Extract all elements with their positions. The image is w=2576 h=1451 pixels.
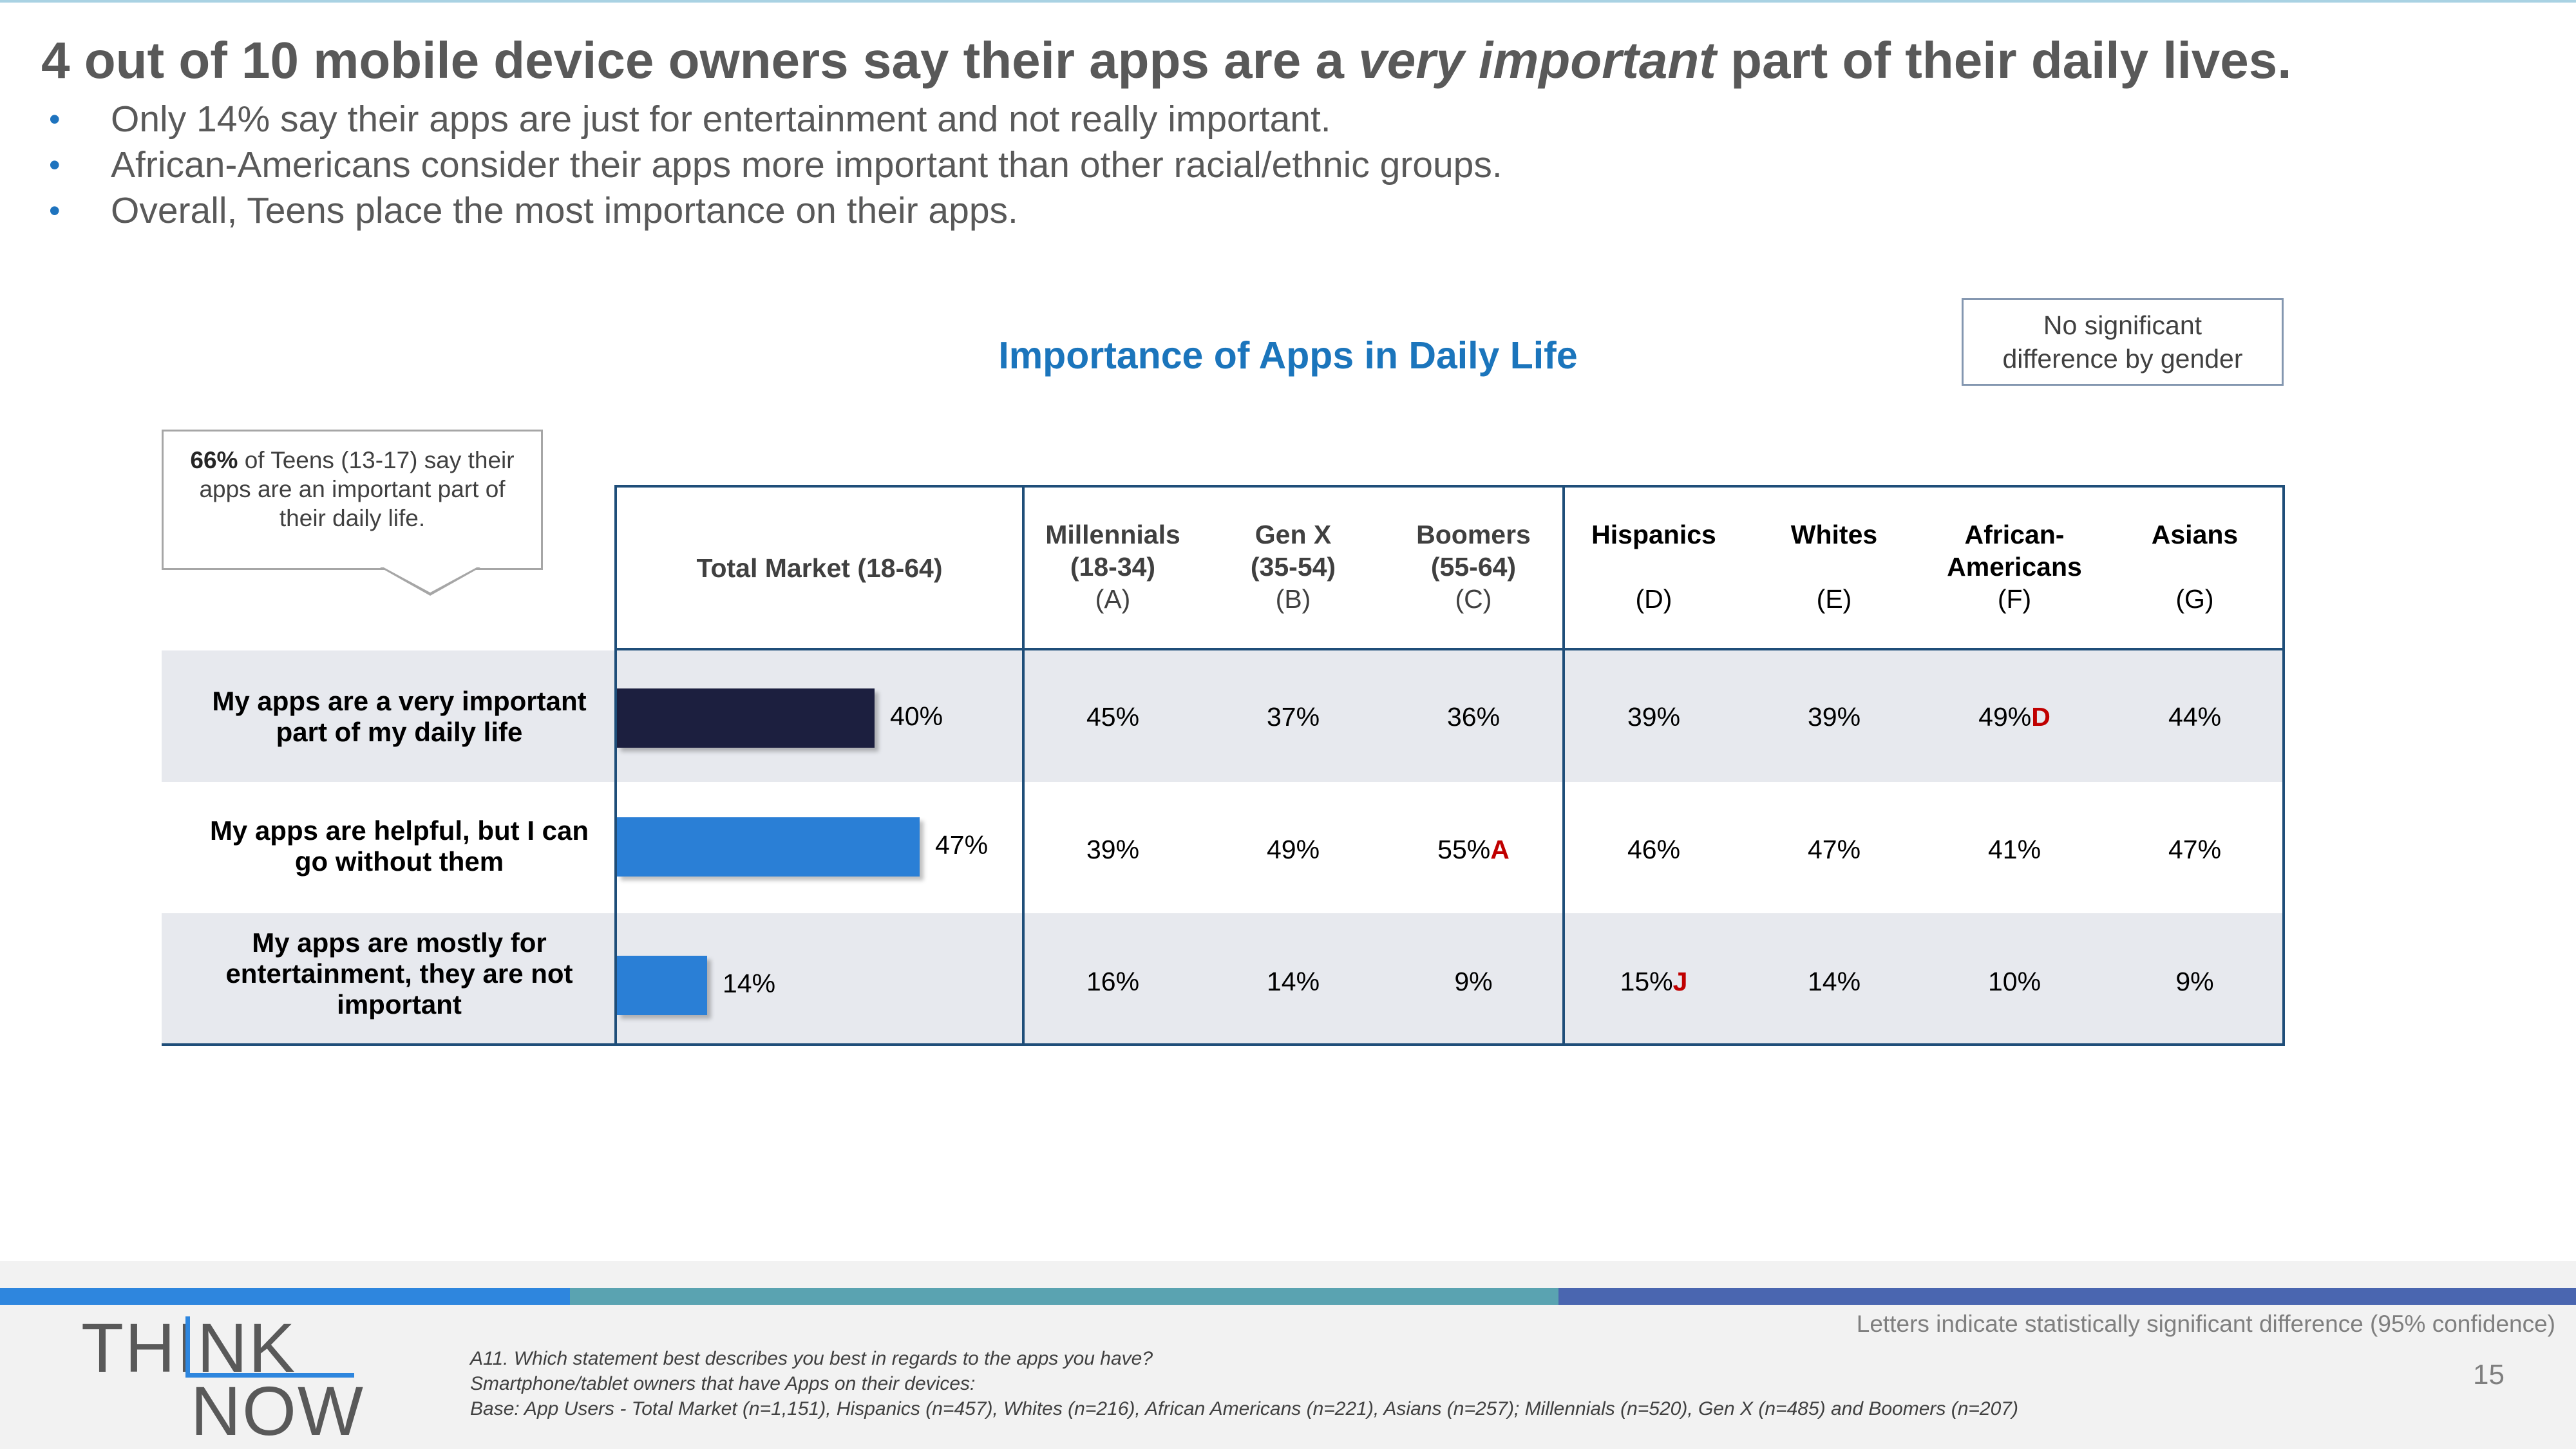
- header-boomers: Boomers (55-64) (C): [1416, 520, 1531, 614]
- page-title: 4 out of 10 mobile device owners say the…: [41, 32, 2292, 89]
- table-cell: 37%: [1266, 702, 1320, 732]
- table-cell: 39%: [1627, 702, 1681, 732]
- column-divider: [1022, 485, 1025, 1046]
- header-genx: Gen X (35-54) (B): [1250, 520, 1336, 614]
- footnotes: A11. Which statement best describes you …: [470, 1348, 2018, 1419]
- row-background: [162, 782, 2285, 913]
- header-whites: Whites (E): [1790, 520, 1878, 614]
- header-millennials: Millennials (18-34) (A): [1045, 520, 1180, 614]
- total-bar: [617, 956, 707, 1015]
- table-cell: 39%: [1807, 702, 1861, 732]
- header-asians: Asians (G): [2151, 520, 2239, 614]
- bar-value-label: 47%: [935, 830, 989, 860]
- row-label: My apps are a very important part of my d…: [212, 686, 587, 747]
- top-rule: [0, 0, 2576, 3]
- table-cell: 15%J: [1620, 967, 1688, 996]
- header-bottom-border: [614, 648, 2285, 650]
- logo-now: NOW: [191, 1372, 365, 1450]
- chart-title: Importance of Apps in Daily Life: [998, 334, 1578, 377]
- row-label: My apps are helpful, but I can go without…: [209, 815, 589, 877]
- table-cell: 9%: [1454, 967, 1493, 996]
- table-cell: 36%: [1446, 702, 1501, 732]
- total-bar: [617, 688, 875, 748]
- table-cell: 46%: [1627, 835, 1681, 864]
- bar-value-label: 40%: [890, 701, 943, 731]
- bar-value-label: 14%: [723, 969, 776, 998]
- table-cell: 41%: [1987, 835, 2041, 864]
- table-cell: 39%: [1086, 835, 1140, 864]
- footer-stripe: [570, 1288, 1558, 1305]
- footer-stripe: [0, 1288, 570, 1305]
- logo-accent: [185, 1316, 190, 1378]
- row-background: [162, 650, 2285, 782]
- table-cell: 44%: [2168, 702, 2222, 732]
- table-cell: 9%: [2175, 967, 2214, 996]
- gender-note-box: No significant difference by gender: [1962, 298, 2284, 386]
- table-cell: 47%: [2168, 835, 2222, 864]
- logo-accent: [188, 1373, 354, 1378]
- significance-note: Letters indicate statistically significa…: [1856, 1311, 2555, 1337]
- total-bar: [617, 817, 920, 877]
- table-cell: 49%: [1266, 835, 1320, 864]
- bullet-item: • Only 14% say their apps are just for en…: [41, 97, 1502, 142]
- table-cell: 16%: [1086, 967, 1140, 996]
- bullet-item: • Overall, Teens place the most importanc…: [41, 188, 1502, 234]
- footer-stripe: [1558, 1288, 2576, 1305]
- table-top-border: [614, 485, 2285, 488]
- table-cell: 47%: [1807, 835, 1861, 864]
- table-bottom-border: [162, 1043, 2285, 1046]
- table-cell: 49%D: [1978, 702, 2050, 732]
- table-cell: 55%A: [1437, 835, 1510, 864]
- header-hispanics: Hispanics (D): [1591, 520, 1716, 614]
- row-background: [162, 913, 2285, 1045]
- teens-callout: 66% of Teens (13-17) say their apps are …: [162, 430, 543, 570]
- table-cell: 45%: [1086, 702, 1140, 732]
- column-divider: [2282, 485, 2285, 1046]
- column-divider: [1562, 485, 1565, 1046]
- header-total-market: Total Market (18-64): [696, 553, 943, 583]
- bullet-list: • Only 14% say their apps are just for en…: [41, 97, 1502, 234]
- row-label: My apps are mostly for entertainment, the…: [225, 927, 573, 1019]
- callout-pointer-fill: [383, 567, 478, 593]
- table-cell: 10%: [1987, 967, 2041, 996]
- table-cell: 14%: [1266, 967, 1320, 996]
- bullet-dot-icon: •: [49, 147, 61, 183]
- bullet-dot-icon: •: [49, 101, 61, 137]
- header-african-americans: African- Americans (F): [1947, 520, 2082, 614]
- page-number: 15: [2473, 1359, 2505, 1390]
- column-divider: [614, 485, 617, 1046]
- bullet-dot-icon: •: [49, 193, 61, 229]
- bullet-item: • African-Americans consider their apps m…: [41, 142, 1502, 188]
- table-cell: 14%: [1807, 967, 1861, 996]
